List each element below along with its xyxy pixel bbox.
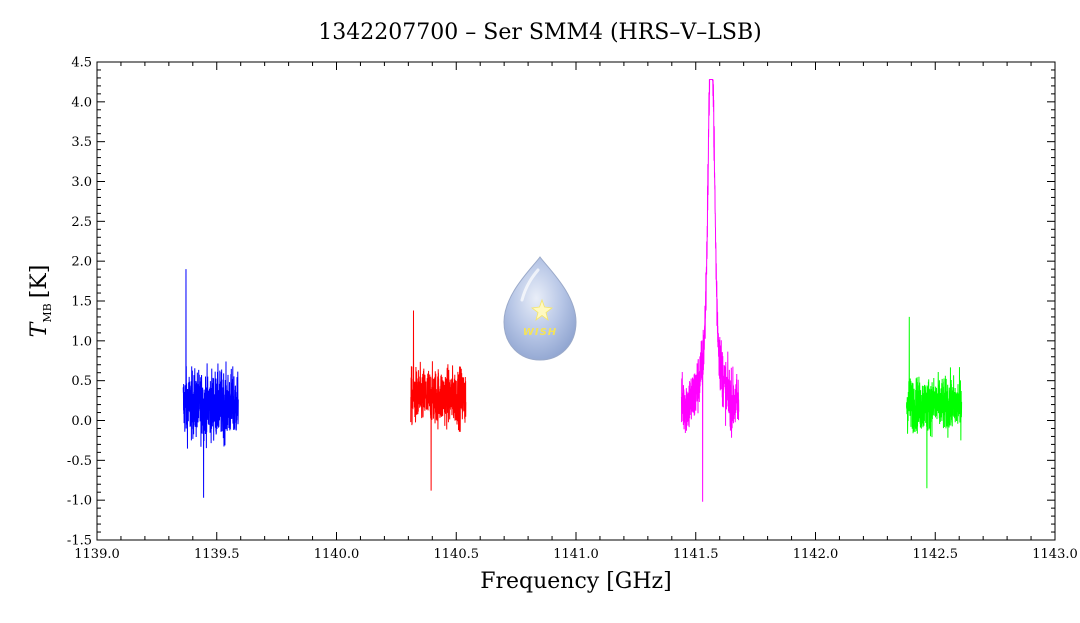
- x-tick-label: 1139.0: [74, 547, 120, 562]
- y-axis-subscript: MB: [41, 303, 54, 322]
- y-tick-label: 0.0: [71, 414, 92, 429]
- y-tick-label: 4.0: [71, 95, 92, 110]
- series-4-line: [906, 316, 963, 489]
- y-tick-label: 2.0: [71, 255, 92, 270]
- y-tick-label: 3.0: [71, 175, 92, 190]
- y-tick-label: 4.5: [71, 56, 92, 71]
- y-tick-label: 2.5: [71, 215, 92, 230]
- x-tick-label: 1143.0: [1032, 547, 1078, 562]
- star-icon: [530, 298, 554, 322]
- series-1-line: [182, 269, 239, 498]
- series-2-line: [410, 310, 467, 491]
- y-tick-label: 3.5: [71, 135, 92, 150]
- x-tick-label: 1140.0: [314, 547, 360, 562]
- x-tick-label: 1141.5: [673, 547, 719, 562]
- x-tick-label: 1140.5: [434, 547, 480, 562]
- series-3-line: [680, 79, 740, 502]
- y-tick-label: 1.5: [71, 295, 92, 310]
- chart-title: 1342207700 – Ser SMM4 (HRS–V–LSB): [318, 20, 761, 45]
- x-tick-label: 1141.0: [553, 547, 599, 562]
- y-tick-label: 1.0: [71, 334, 92, 349]
- x-tick-label: 1142.0: [793, 547, 839, 562]
- y-tick-label: -1.0: [67, 494, 92, 509]
- wish-logo: WISH: [503, 256, 577, 361]
- ticks-layer: 1139.0 1139.5 1140.0 1140.5 1141.0 1141.5 1142…: [67, 56, 1078, 563]
- y-axis-title: TMB [K]: [27, 265, 54, 338]
- y-axis-symbol: T: [27, 320, 52, 337]
- y-tick-label: 0.5: [71, 374, 92, 389]
- x-axis-title: Frequency [GHz]: [480, 569, 672, 594]
- plot-frame: [96, 61, 1056, 541]
- x-tick-label: 1139.5: [194, 547, 240, 562]
- y-tick-label: -1.5: [67, 534, 92, 549]
- logo-text: WISH: [523, 327, 557, 338]
- y-tick-label: -0.5: [67, 454, 92, 469]
- y-axis-unit: [K]: [27, 265, 52, 299]
- series-layer: [182, 79, 963, 502]
- x-tick-label: 1142.5: [913, 547, 959, 562]
